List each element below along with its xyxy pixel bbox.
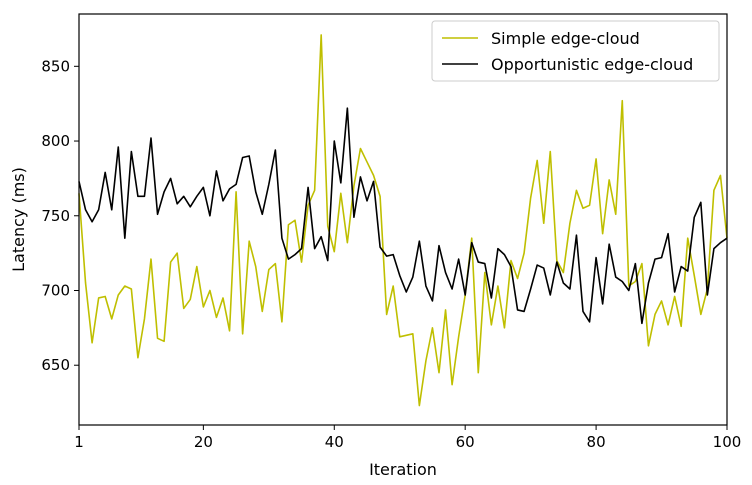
y-tick-label: 650: [41, 356, 70, 374]
y-tick-label: 700: [41, 281, 70, 299]
x-tick-label: 80: [587, 433, 606, 451]
x-tick-label: 40: [325, 433, 344, 451]
legend-box: [431, 20, 720, 82]
plot-lines: [78, 34, 728, 407]
y-tick-label: 800: [41, 132, 70, 150]
x-axis-ticks: 1 20 40 60 80 100: [74, 425, 741, 451]
legend-label-opportunistic: Opportunistic edge-cloud: [491, 55, 693, 74]
series-line-opportunistic: [78, 107, 728, 325]
plot-frame: [78, 13, 728, 426]
y-axis-title: Latency (ms): [9, 167, 28, 272]
series-line-simple: [78, 34, 728, 407]
x-tick-label: 60: [456, 433, 475, 451]
y-axis-ticks: 650 700 750 800 850: [41, 57, 79, 374]
y-tick-label: 750: [41, 207, 70, 225]
x-tick-label: 100: [713, 433, 742, 451]
legend-label-simple: Simple edge-cloud: [491, 29, 640, 48]
x-tick-label: 20: [194, 433, 213, 451]
x-tick-label: 1: [74, 433, 84, 451]
y-tick-label: 850: [41, 57, 70, 75]
x-axis-title: Iteration: [369, 460, 437, 479]
chart-legend: Simple edge-cloud Opportunistic edge-clo…: [431, 20, 720, 82]
